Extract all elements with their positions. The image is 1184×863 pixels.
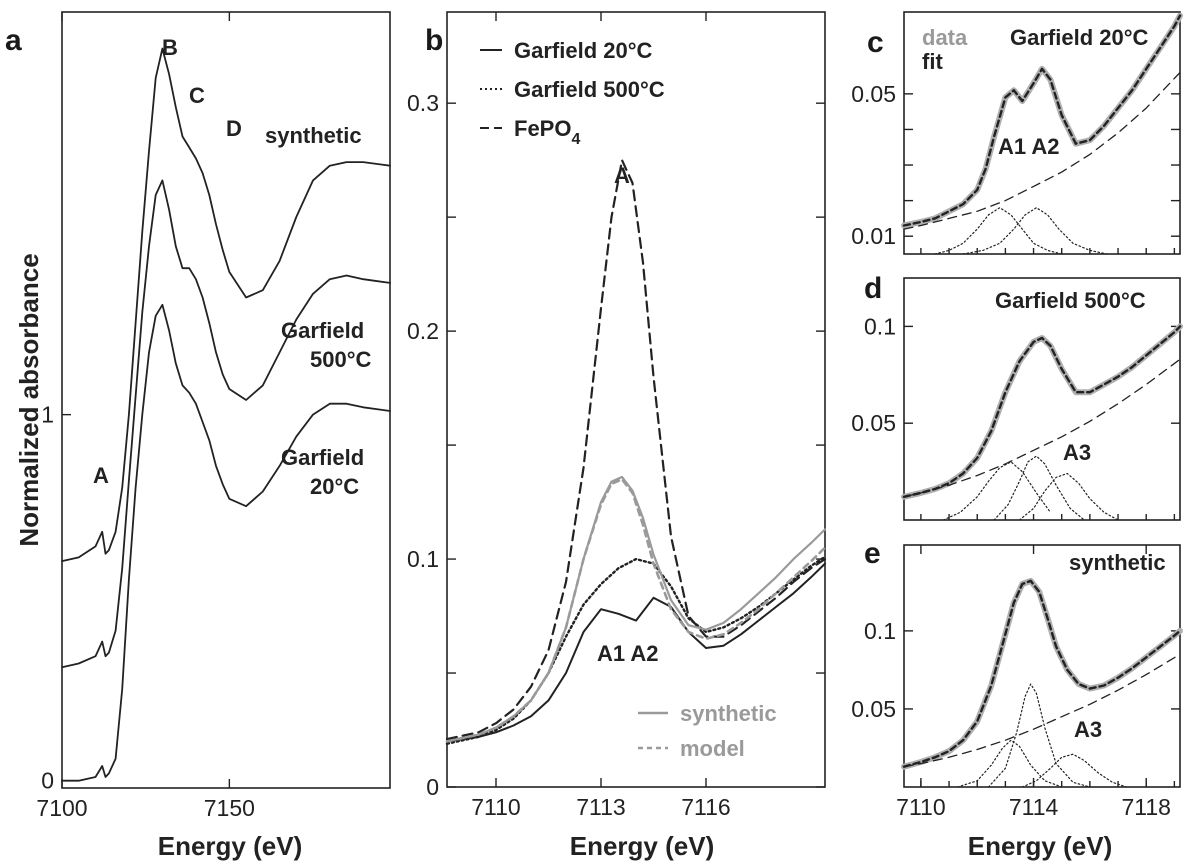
panel-e-series-a1 bbox=[956, 739, 1063, 788]
panel-a-curves bbox=[61, 47, 391, 782]
panel-d-series-a1 bbox=[942, 461, 1052, 521]
panel-a-x-axis-title: Energy (eV) bbox=[158, 831, 303, 861]
panel-a-annotation-B: B bbox=[162, 35, 178, 60]
panel-b-series-garfield-20-c bbox=[446, 562, 826, 743]
panel-e-ytick-label: 0.05 bbox=[851, 696, 896, 722]
panel-a-label-synthetic: synthetic bbox=[265, 123, 362, 148]
panel-b-ytick-label: 0.3 bbox=[407, 90, 439, 116]
panel-e-series-background bbox=[903, 653, 1181, 768]
panel-e-curves bbox=[901, 577, 1183, 788]
panel-a-ticks: 7100 7150 0 1 bbox=[36, 12, 255, 821]
panel-b-letter: b bbox=[425, 24, 443, 57]
panel-c-title: Garfield 20°C bbox=[1010, 25, 1149, 50]
panel-a-frame bbox=[61, 11, 391, 789]
panel-d-ytick-label: 0.05 bbox=[851, 410, 896, 436]
panel-b: b Energy (eV) 7110 7113 7116 0 0.1 0.2 0.3 Gar… bbox=[407, 11, 827, 861]
panel-a-label-20c: 20°C bbox=[310, 474, 359, 499]
panel-a-letter: a bbox=[5, 24, 22, 57]
panel-d-ytick-label: 0.1 bbox=[864, 313, 896, 339]
fepo4-text: FePO bbox=[514, 116, 571, 141]
panel-b-annotation-A1-A2: A1 A2 bbox=[597, 641, 659, 666]
panel-e-series-fit bbox=[902, 579, 1182, 768]
panel-d-ticks: 0.05 0.1 bbox=[851, 313, 1180, 520]
panel-c-ytick-label: 0.01 bbox=[851, 223, 896, 249]
panel-d-series-data bbox=[901, 323, 1183, 500]
panel-a-label-garfield-500: Garfield bbox=[281, 318, 364, 343]
legend-label-model: model bbox=[680, 736, 745, 761]
panel-b-ytick-label: 0 bbox=[426, 774, 439, 800]
panel-b-x-axis-title: Energy (eV) bbox=[570, 831, 715, 861]
panel-d-series-background bbox=[903, 358, 1181, 498]
panel-b-frame bbox=[446, 11, 826, 788]
panel-c-ticks: 0.01 0.05 bbox=[851, 81, 1180, 254]
panel-b-annotation-A: A bbox=[614, 163, 630, 188]
panel-a-label-500c: 500°C bbox=[310, 347, 372, 372]
panel-e-series-a3 bbox=[1021, 753, 1128, 788]
legend-label-garfield-500: Garfield 500°C bbox=[514, 77, 665, 102]
panel-a-annotation-A: A bbox=[93, 463, 109, 488]
panel-d-frame bbox=[903, 277, 1181, 521]
panel-e-title: synthetic bbox=[1069, 550, 1166, 575]
panel-e-ticks: 7110 7114 7118 0.05 0.1 bbox=[851, 545, 1180, 820]
panel-b-ticks: 7110 7113 7116 0 0.1 0.2 0.3 bbox=[407, 12, 825, 820]
panel-a-xtick-label: 7150 bbox=[204, 795, 255, 821]
panel-b-ytick-label: 0.1 bbox=[407, 546, 439, 572]
panel-c-ytick-label: 0.05 bbox=[851, 81, 896, 107]
panel-d-title: Garfield 500°C bbox=[995, 288, 1146, 313]
fepo4-subscript: 4 bbox=[571, 131, 580, 148]
panel-e-xtick-label: 7114 bbox=[1009, 794, 1059, 820]
panel-c-legend-fit: fit bbox=[922, 49, 943, 74]
panel-b-xtick-label: 7110 bbox=[471, 794, 520, 820]
panel-c-curves bbox=[901, 12, 1183, 255]
panel-a-annotation-C: C bbox=[189, 83, 205, 108]
panel-a-y-axis-title: Normalized absorbance bbox=[14, 253, 44, 546]
panel-a-annotation-D: D bbox=[226, 116, 242, 141]
panel-e-series-data bbox=[901, 577, 1183, 770]
panel-a: a Normalized absorbance Energy (eV) 7100… bbox=[5, 11, 391, 861]
panel-b-curves bbox=[445, 159, 827, 745]
panel-e-letter: e bbox=[864, 537, 881, 570]
panel-d-letter: d bbox=[864, 272, 882, 305]
panel-c-letter: c bbox=[867, 26, 884, 59]
panel-d-series-fit bbox=[902, 325, 1182, 498]
panel-a-series-garfield-500-c bbox=[61, 179, 391, 669]
panel-e-series-a2 bbox=[987, 683, 1091, 788]
panel-a-ytick-label: 1 bbox=[41, 402, 54, 428]
panel-c-series-a1 bbox=[934, 207, 1063, 255]
panel-e-xtick-label: 7118 bbox=[1121, 794, 1170, 820]
panel-b-series-fepo4 bbox=[445, 159, 827, 741]
panel-d-series-a3 bbox=[1018, 472, 1119, 521]
panel-a-series-garfield-20-c bbox=[61, 303, 391, 782]
panel-b-ytick-label: 0.2 bbox=[407, 318, 439, 344]
legend-label-synthetic: synthetic bbox=[680, 701, 777, 726]
panel-e-annotation-A3: A3 bbox=[1074, 717, 1102, 742]
panel-b-series-model bbox=[445, 477, 827, 743]
panel-e-x-axis-title: Energy (eV) bbox=[968, 831, 1113, 861]
panel-c-series-background bbox=[903, 71, 1181, 230]
panel-a-series-synthetic bbox=[61, 47, 391, 562]
panel-e: e 7110 7114 7118 0.05 0.1 synthetic A3 Energ… bbox=[851, 537, 1183, 861]
panel-d: d 0.05 0.1 Garfield 500°C A3 bbox=[851, 272, 1183, 521]
panel-e-frame bbox=[903, 544, 1181, 788]
panel-d-annotation-A3: A3 bbox=[1063, 440, 1091, 465]
panel-a-ytick-label: 0 bbox=[41, 768, 54, 794]
panel-e-xtick-label: 7110 bbox=[896, 794, 945, 820]
legend-label-fepo4: FePO4 bbox=[514, 116, 580, 148]
legend-label-garfield-20: Garfield 20°C bbox=[514, 38, 653, 63]
panel-a-xtick-label: 7100 bbox=[36, 795, 87, 821]
panel-b-xtick-label: 7116 bbox=[681, 794, 730, 820]
panel-c: c 0.01 0.05 data fit Garfield 20°C A1 A2 bbox=[851, 11, 1183, 255]
panel-d-curves bbox=[901, 323, 1183, 521]
panel-c-series-fit bbox=[902, 14, 1182, 227]
panel-e-ytick-label: 0.1 bbox=[864, 618, 896, 644]
panel-c-annotation-A1-A2: A1 A2 bbox=[998, 134, 1060, 159]
panel-c-legend-data: data bbox=[922, 25, 968, 50]
panel-a-label-garfield-20: Garfield bbox=[281, 445, 364, 470]
panel-c-frame bbox=[903, 11, 1181, 255]
panel-d-series-a2 bbox=[993, 455, 1085, 521]
panel-b-xtick-label: 7113 bbox=[576, 794, 625, 820]
panel-c-series-a2 bbox=[962, 207, 1108, 255]
